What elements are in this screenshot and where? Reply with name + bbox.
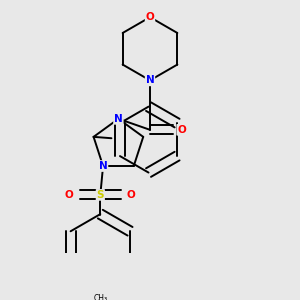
Text: N: N <box>114 114 123 124</box>
Text: N: N <box>146 75 154 85</box>
Text: O: O <box>177 125 186 135</box>
Text: N: N <box>99 161 107 171</box>
Text: O: O <box>127 190 136 200</box>
Text: O: O <box>146 12 154 22</box>
Text: CH₃: CH₃ <box>93 294 107 300</box>
Text: O: O <box>65 190 74 200</box>
Text: S: S <box>97 190 104 200</box>
